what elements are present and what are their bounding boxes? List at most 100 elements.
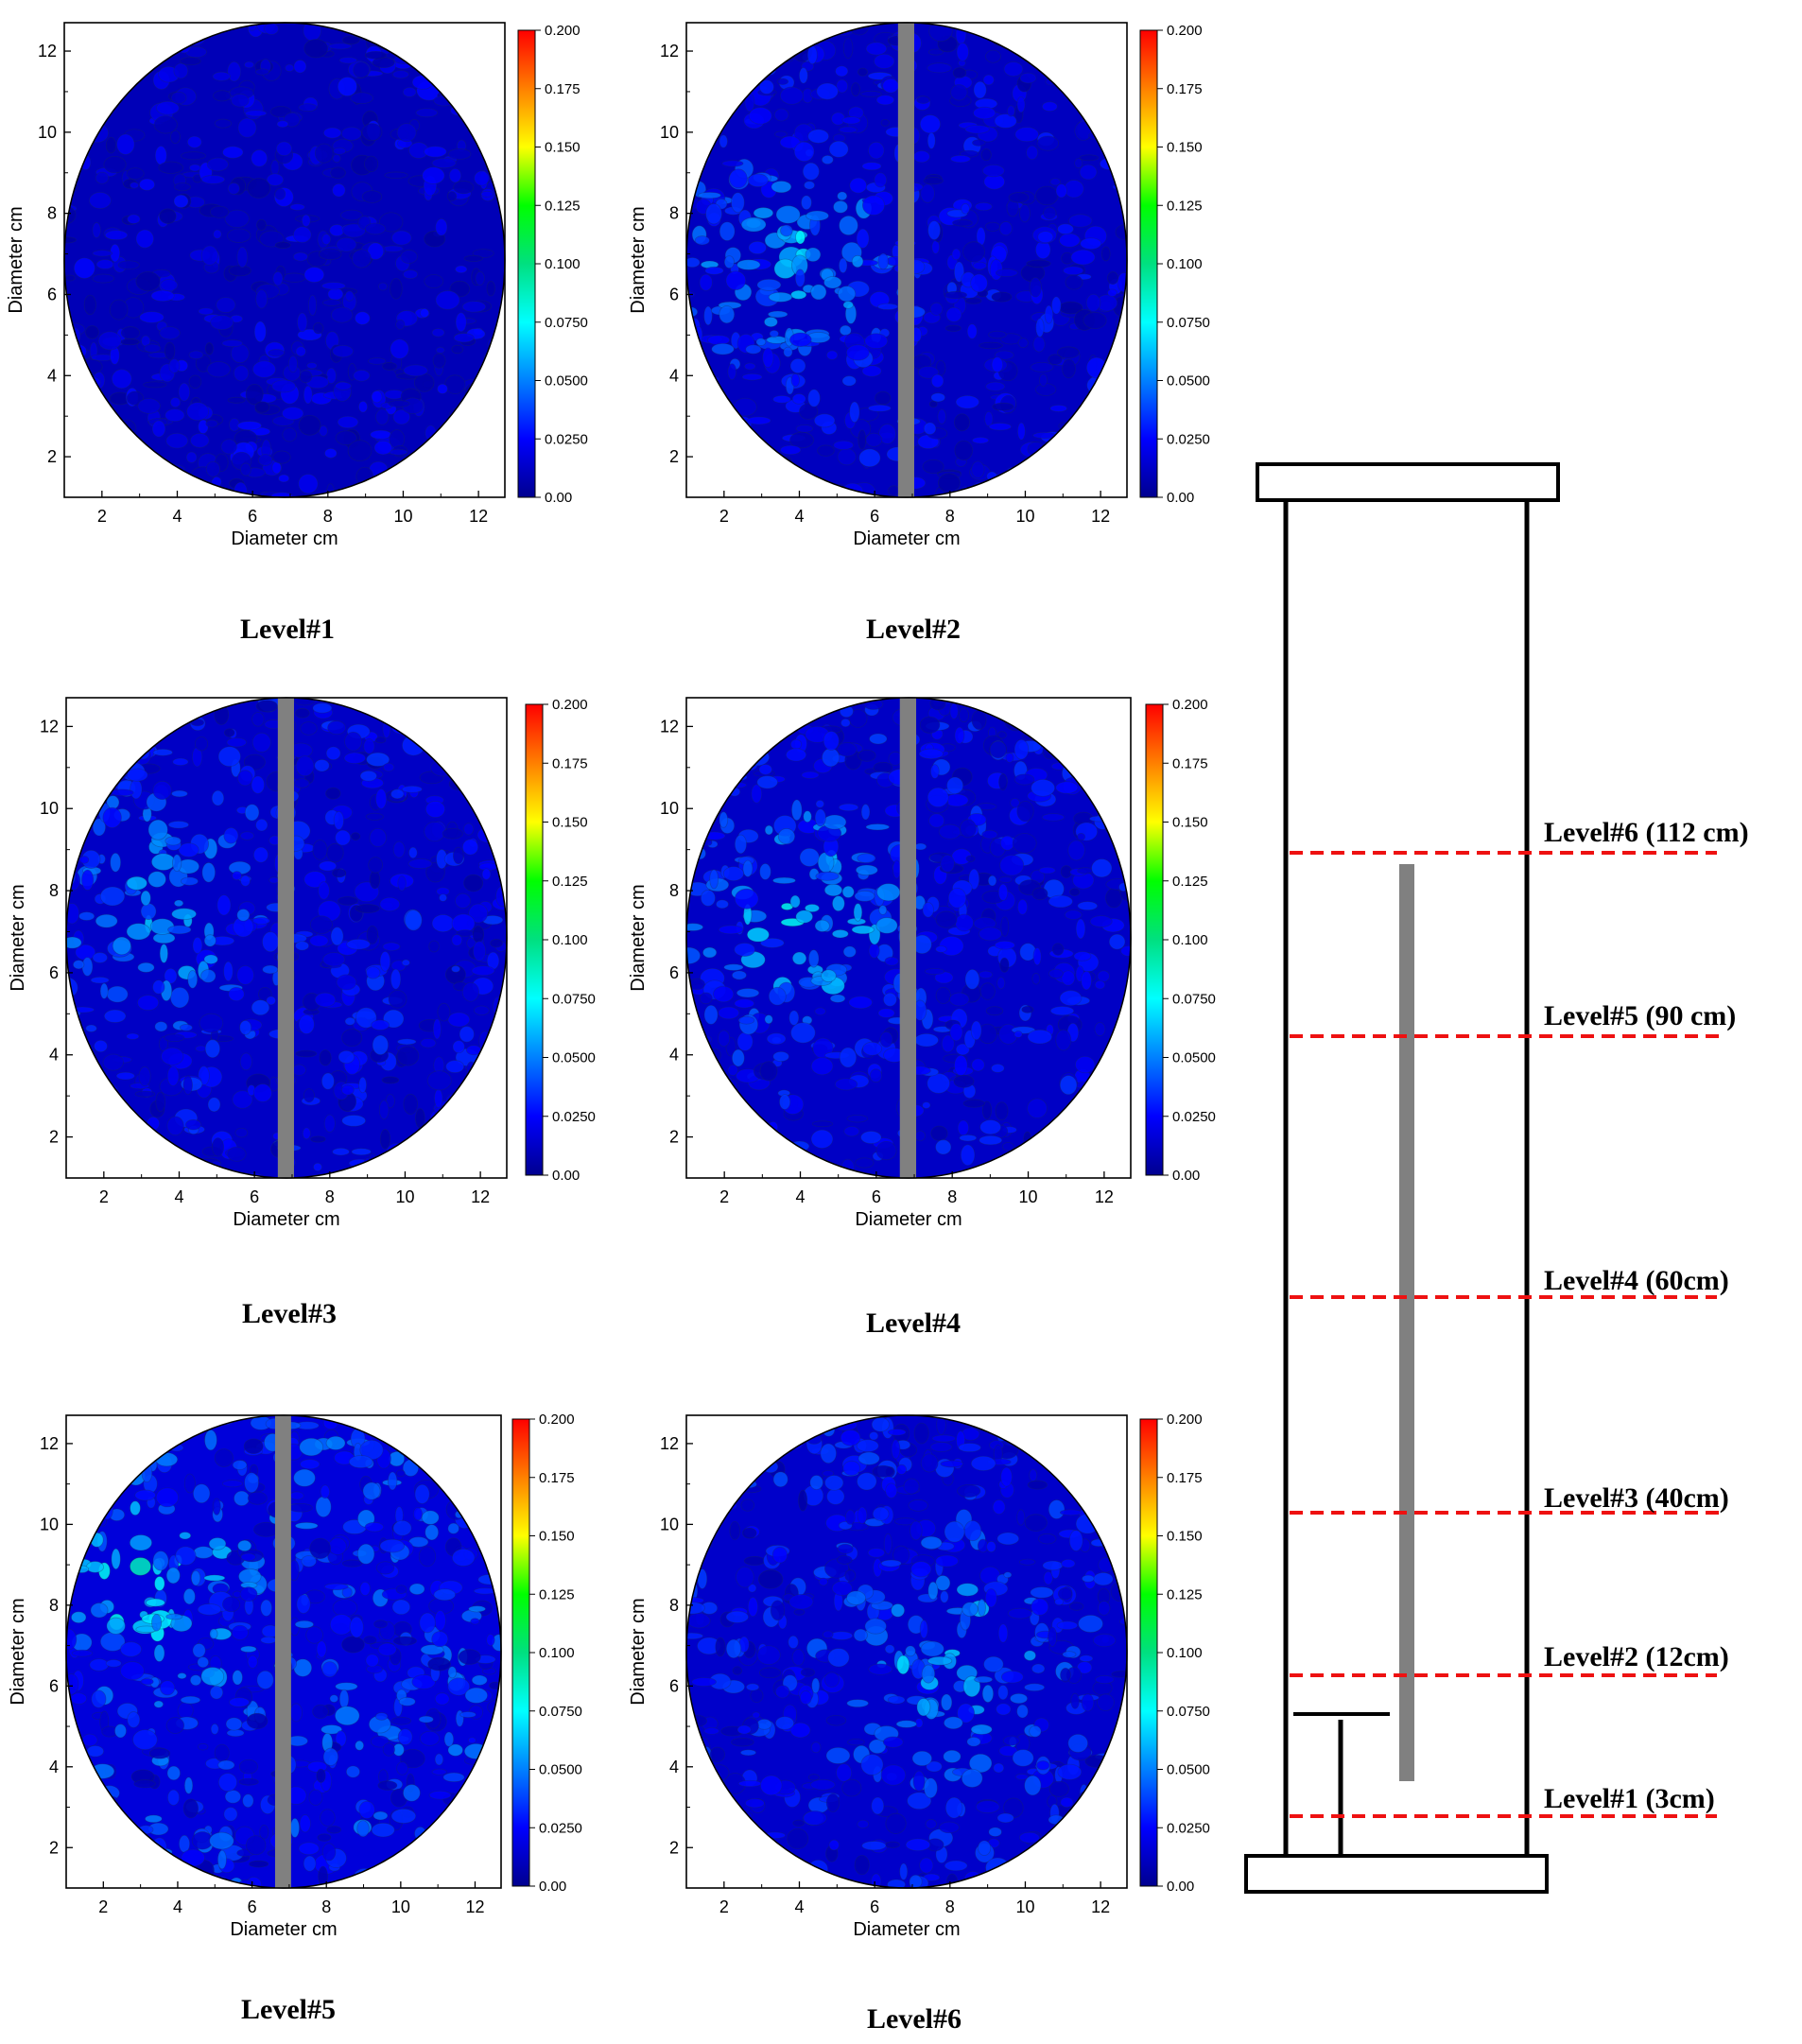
heatmap-cell bbox=[171, 908, 197, 921]
heatmap-cell bbox=[688, 1157, 707, 1166]
heatmap-cell bbox=[198, 419, 209, 435]
heatmap-cell bbox=[253, 1521, 279, 1537]
heatmap-cell bbox=[135, 271, 161, 291]
heatmap-cell bbox=[494, 430, 505, 441]
heatmap-cell bbox=[768, 291, 793, 303]
heatmap-cell bbox=[707, 438, 733, 457]
heatmap-cell bbox=[75, 1565, 90, 1573]
heatmap-cell bbox=[489, 1819, 501, 1831]
x-tick-label: 8 bbox=[947, 1187, 957, 1206]
heatmap-cell bbox=[470, 1618, 480, 1625]
heatmap-cell bbox=[66, 1141, 75, 1162]
heatmap-cell bbox=[173, 194, 189, 209]
heatmap-cell bbox=[83, 1779, 99, 1801]
heatmap-cell bbox=[310, 1135, 326, 1143]
heatmap-cell bbox=[457, 1791, 480, 1813]
heatmap-cell bbox=[398, 1696, 416, 1706]
colorbar-tick-label: 0.200 bbox=[1167, 23, 1203, 39]
heatmap-cell bbox=[841, 116, 861, 125]
heatmap-cell bbox=[1043, 710, 1066, 728]
heatmap-cell bbox=[1074, 158, 1083, 169]
heatmap-cell bbox=[321, 1843, 337, 1862]
heatmap-cell bbox=[72, 819, 90, 830]
heatmap-cell bbox=[688, 461, 701, 481]
heatmap-cell bbox=[807, 389, 821, 407]
heatmap-cell bbox=[810, 1129, 834, 1149]
heatmap-cell bbox=[1071, 701, 1097, 719]
heatmap-cell bbox=[392, 408, 411, 425]
heatmap-cell bbox=[167, 925, 192, 935]
heatmap-cell bbox=[392, 1636, 417, 1646]
heatmap-cell bbox=[822, 1423, 836, 1437]
heatmap-cell bbox=[1061, 27, 1081, 38]
heatmap-cell bbox=[727, 363, 737, 380]
heatmap-cell bbox=[289, 203, 305, 211]
heatmap-cell bbox=[940, 1460, 964, 1468]
heatmap-cell bbox=[468, 1069, 483, 1082]
heatmap-cell bbox=[1099, 1141, 1124, 1157]
heatmap-cell bbox=[217, 1849, 227, 1870]
heatmap-cell bbox=[995, 1101, 1009, 1120]
heatmap-cell bbox=[795, 424, 814, 433]
heatmap-cell bbox=[713, 985, 735, 1003]
heatmap-cell bbox=[736, 737, 746, 750]
heatmap-cell bbox=[740, 1498, 755, 1512]
heatmap-cell bbox=[849, 177, 868, 194]
heatmap-cell bbox=[948, 992, 970, 1007]
heatmap-cell bbox=[390, 338, 409, 359]
heatmap-cell bbox=[414, 1483, 430, 1504]
heatmap-cell bbox=[81, 1733, 98, 1747]
heatmap-cell bbox=[743, 1556, 766, 1566]
heatmap-cell bbox=[931, 1434, 956, 1443]
heatmap-cell bbox=[403, 458, 413, 469]
heatmap-cell bbox=[1072, 698, 1087, 717]
heatmap-cell bbox=[860, 90, 882, 97]
heatmap-cell bbox=[1117, 1531, 1127, 1546]
heatmap-cell bbox=[1003, 61, 1024, 78]
heatmap-cell bbox=[970, 1724, 993, 1735]
heatmap-cell bbox=[753, 207, 774, 219]
heatmap-cell bbox=[935, 910, 958, 928]
x-tick-label: 12 bbox=[471, 1187, 490, 1206]
heatmap-cell bbox=[203, 934, 217, 947]
heatmap-cell bbox=[257, 454, 273, 466]
heatmap-cell bbox=[1105, 1040, 1128, 1063]
heatmap-cell bbox=[689, 415, 706, 437]
heatmap-cell bbox=[432, 492, 453, 497]
heatmap-cell bbox=[335, 829, 351, 846]
heatmap-cell bbox=[1111, 1132, 1131, 1141]
x-tick-label: 8 bbox=[325, 1187, 335, 1206]
heatmap-cell bbox=[370, 429, 392, 440]
heatmap-cell bbox=[1076, 1111, 1102, 1126]
heatmap-cell bbox=[1036, 135, 1060, 151]
heatmap-cell bbox=[1008, 192, 1030, 203]
heatmap-cell bbox=[725, 1610, 749, 1623]
heatmap-cell bbox=[699, 992, 713, 1005]
heatmap-cell bbox=[472, 926, 485, 944]
heatmap-cell bbox=[844, 1509, 856, 1525]
heatmap-cell bbox=[857, 1819, 870, 1829]
heatmap-cell bbox=[1031, 1598, 1049, 1616]
heatmap-cell bbox=[437, 1002, 451, 1022]
heatmap-cell bbox=[1079, 1654, 1094, 1663]
heatmap-cell bbox=[390, 1716, 411, 1725]
heatmap-cell bbox=[999, 854, 1025, 876]
heatmap-cell bbox=[1022, 1157, 1046, 1165]
heatmap-cell bbox=[729, 1111, 753, 1133]
panel-title: Level#4 bbox=[866, 1308, 961, 1339]
x-tick-label: 8 bbox=[945, 1897, 955, 1916]
heatmap-cell bbox=[72, 960, 85, 970]
heatmap-cell bbox=[981, 1100, 993, 1119]
heatmap-cell bbox=[135, 1436, 147, 1446]
heatmap-cell bbox=[698, 191, 721, 199]
heatmap-cell bbox=[878, 905, 888, 915]
heatmap-cell bbox=[128, 448, 142, 463]
heatmap-cell bbox=[846, 1699, 869, 1708]
heatmap-cell bbox=[105, 1420, 127, 1430]
heatmap-cell bbox=[206, 361, 231, 378]
heatmap-cell bbox=[731, 970, 747, 980]
heatmap-cell bbox=[192, 1643, 206, 1658]
heatmap-cell bbox=[1002, 1735, 1020, 1746]
heatmap-cell bbox=[865, 823, 890, 831]
